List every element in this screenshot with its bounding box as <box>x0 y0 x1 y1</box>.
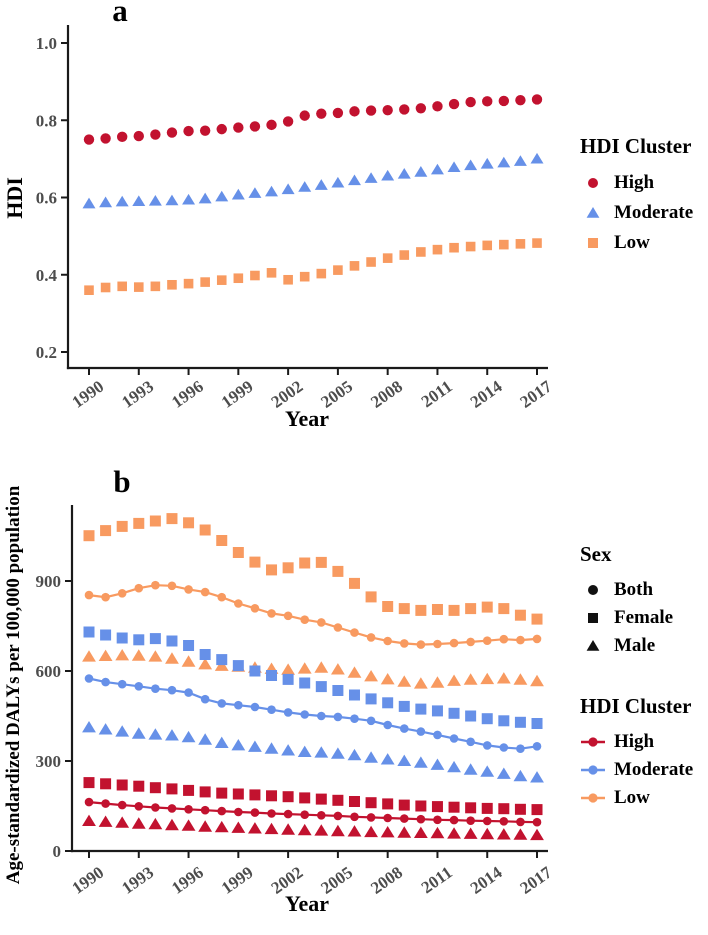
legend-item-label: Moderate <box>614 759 694 780</box>
x-tick-label: 1990 <box>69 377 108 412</box>
x-tick-label: 1993 <box>118 377 157 412</box>
x-tick-label: 1993 <box>118 863 157 898</box>
female-square-icon <box>588 613 598 623</box>
both-circle-icon <box>588 585 598 595</box>
series-moderate-female <box>83 626 543 729</box>
y-tick-label: 0.8 <box>36 111 57 130</box>
y-tick-label: 0 <box>53 842 62 861</box>
x-tick-label: 2011 <box>418 863 456 898</box>
legend-title: HDI Cluster <box>580 694 692 718</box>
x-tick-label: 2014 <box>467 376 506 411</box>
panel-b-x-axis-title: Year <box>285 891 329 916</box>
legend-title: Sex <box>580 542 612 566</box>
legend-item-high: High <box>580 168 693 198</box>
y-axis-ticks: 0 300 600 900 <box>36 572 72 861</box>
legend-item-moderate: Moderate <box>580 756 693 784</box>
x-tick-label: 2017 <box>517 862 556 897</box>
series-low <box>84 238 542 295</box>
legend-item-low: Low <box>580 228 693 258</box>
panel-b-cluster-legend: HDI Cluster High Moderate Low <box>580 694 693 812</box>
series-moderate-both <box>84 674 542 753</box>
series-high-male <box>82 814 544 841</box>
x-tick-label: 2011 <box>418 377 456 412</box>
series-low-female <box>83 513 543 625</box>
series-high-both <box>84 797 542 827</box>
panel-a-y-axis-title: HDI <box>2 177 27 219</box>
panel-a-legend: HDI Cluster High Moderate Low <box>580 134 693 258</box>
legend-item-low: Low <box>580 784 693 812</box>
panel-b-tag: b <box>113 464 131 499</box>
y-tick-label: 300 <box>36 752 62 771</box>
y-tick-label: 900 <box>36 572 62 591</box>
legend-item-label: Both <box>614 579 654 600</box>
series-low-both <box>84 580 542 649</box>
series-high <box>83 94 543 145</box>
legend-item-label: Low <box>614 787 650 808</box>
legend-item-label: Male <box>614 635 656 656</box>
legend-item-both: Both <box>580 576 673 604</box>
low-line-circle-icon <box>581 793 605 803</box>
x-tick-label: 2008 <box>367 863 406 898</box>
high-line-circle-icon <box>581 737 605 747</box>
x-tick-label: 1996 <box>168 377 207 412</box>
panel-b-sex-legend: Sex Both Female Male <box>580 542 673 660</box>
x-tick-label: 1990 <box>69 863 108 898</box>
y-axis-ticks: 0.2 0.4 0.6 0.8 1.0 <box>36 34 68 362</box>
legend-item-label: Female <box>614 607 674 628</box>
legend-item-label: High <box>614 731 655 752</box>
series-moderate <box>82 152 544 209</box>
panel-b-y-axis-title: Age-standardized DALYs per 100,000 popul… <box>3 485 24 885</box>
panel-a-tag: a <box>112 0 128 28</box>
male-triangle-icon <box>586 640 600 651</box>
legend-item-label: High <box>614 172 655 193</box>
y-tick-label: 0.6 <box>36 189 57 208</box>
moderate-line-circle-icon <box>581 765 605 775</box>
legend-item-moderate: Moderate <box>580 198 693 228</box>
axes <box>70 505 548 853</box>
low-square-icon <box>588 238 598 248</box>
y-tick-label: 600 <box>36 662 62 681</box>
legend-item-label: Low <box>614 232 650 253</box>
x-tick-label: 2008 <box>367 377 406 412</box>
x-tick-label: 2014 <box>467 862 506 897</box>
moderate-triangle-icon <box>586 207 600 218</box>
y-tick-label: 0.4 <box>36 266 58 285</box>
legend-item-high: High <box>580 728 693 756</box>
series-low-male <box>82 649 544 689</box>
legend-item-female: Female <box>580 604 673 632</box>
legend-item-male: Male <box>580 632 673 660</box>
x-tick-label: 1996 <box>168 863 207 898</box>
legend-title: HDI Cluster <box>580 134 692 158</box>
series-high-female <box>83 777 543 816</box>
y-tick-label: 0.2 <box>36 343 57 362</box>
y-tick-label: 1.0 <box>36 34 57 53</box>
series-moderate-male <box>82 721 544 783</box>
x-tick-label: 2017 <box>517 376 556 411</box>
panel-a-x-axis-title: Year <box>285 406 329 431</box>
high-circle-icon <box>588 178 598 188</box>
legend-item-label: Moderate <box>614 202 694 223</box>
